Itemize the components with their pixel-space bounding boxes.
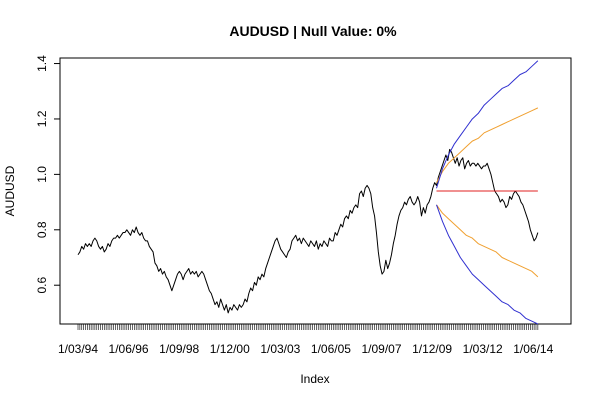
y-tick-label: 0.6	[35, 277, 49, 294]
x-tick-label: 1/09/07	[361, 342, 401, 356]
x-ticks	[77, 324, 539, 330]
x-tick-label: 1/06/05	[311, 342, 351, 356]
y-axis: 0.6 0.8 1.0 1.2 1.4	[35, 55, 60, 294]
x-tick-label: 1/06/14	[513, 342, 553, 356]
y-tick-label: 1.0	[35, 166, 49, 183]
y-tick-label: 0.8	[35, 221, 49, 238]
x-tick-label: 1/03/03	[260, 342, 300, 356]
y-axis-label: AUDUSD	[3, 165, 17, 216]
y-tick-label: 1.4	[35, 55, 49, 72]
series-line-inner-lower	[436, 204, 539, 278]
x-axis: 1/03/94 1/06/96 1/09/98 1/12/00 1/03/03 1/06/…	[58, 324, 554, 356]
y-tick-label: 1.2	[35, 110, 49, 127]
series-line-main	[77, 148, 539, 314]
x-tick-label: 1/09/98	[159, 342, 199, 356]
x-tick-label: 1/12/00	[210, 342, 250, 356]
series-layer	[77, 60, 539, 325]
x-tick-label: 1/03/94	[58, 342, 98, 356]
x-tick-label: 1/03/12	[463, 342, 503, 356]
series-line-outer-lower	[436, 204, 539, 325]
chart-title: AUDUSD | Null Value: 0%	[229, 23, 397, 39]
x-axis-label: Index	[300, 372, 329, 386]
x-tick-label: 1/06/96	[109, 342, 149, 356]
series-line-inner-upper	[436, 107, 539, 183]
series-line-outer-upper	[436, 60, 539, 189]
plot-frame	[59, 57, 572, 325]
x-tick-label: 1/12/09	[412, 342, 452, 356]
